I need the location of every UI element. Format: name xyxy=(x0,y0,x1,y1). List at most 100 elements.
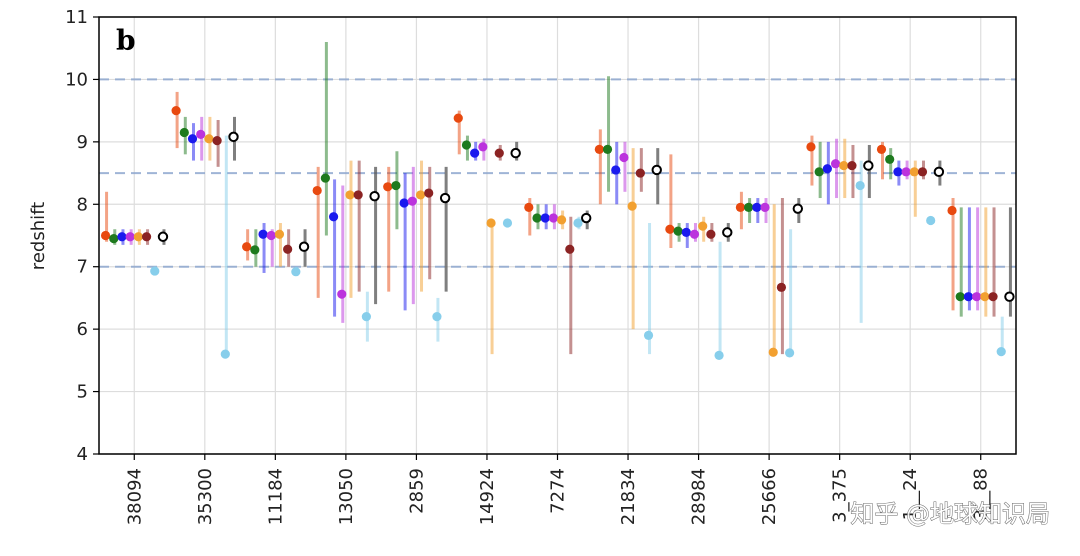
data-point xyxy=(806,142,816,152)
data-point xyxy=(822,164,832,174)
data-point xyxy=(470,148,480,158)
data-point xyxy=(328,212,339,222)
data-point xyxy=(494,148,504,158)
data-point xyxy=(220,349,230,359)
data-point xyxy=(665,224,675,234)
data-point xyxy=(125,232,135,242)
data-point xyxy=(157,231,169,242)
data-point xyxy=(291,267,301,277)
data-point xyxy=(706,229,716,239)
data-point xyxy=(681,227,691,237)
data-point xyxy=(557,215,567,225)
data-point xyxy=(228,131,239,143)
data-point xyxy=(204,134,214,144)
data-point xyxy=(581,212,592,224)
data-point xyxy=(627,201,637,211)
data-point xyxy=(619,152,629,163)
data-point xyxy=(439,192,451,204)
data-point xyxy=(885,154,895,164)
data-point xyxy=(345,190,355,200)
data-point xyxy=(399,198,409,208)
data-point xyxy=(814,167,824,177)
data-point xyxy=(312,185,322,196)
data-point xyxy=(863,160,874,171)
data-point xyxy=(150,266,160,276)
data-point xyxy=(242,242,252,252)
data-point xyxy=(298,241,310,252)
data-point xyxy=(361,312,371,322)
data-point xyxy=(391,180,401,191)
data-point xyxy=(955,292,965,302)
data-point xyxy=(830,159,841,169)
data-point xyxy=(698,221,708,231)
data-point xyxy=(573,218,583,228)
grid xyxy=(99,16,1016,455)
data-point xyxy=(117,232,127,242)
data-point xyxy=(643,330,654,340)
data-point xyxy=(893,167,903,177)
data-point xyxy=(133,232,143,242)
data-point xyxy=(689,229,700,239)
y-axis-ticks: 4 5 6 7 8 9 10 11 xyxy=(65,7,99,465)
x-tick-label: 3__88 xyxy=(971,468,992,520)
data-point xyxy=(776,282,787,292)
y-tick-label: 8 xyxy=(77,194,88,215)
data-point xyxy=(212,136,222,146)
data-point xyxy=(752,202,762,213)
data-point xyxy=(760,202,770,213)
data-point xyxy=(847,160,857,171)
x-tick-label: 21834 xyxy=(618,468,639,525)
data-point xyxy=(524,202,534,213)
data-point xyxy=(876,144,887,154)
data-point xyxy=(100,230,111,241)
data-point xyxy=(963,292,974,302)
data-point xyxy=(917,167,928,177)
x-tick-label: 2859 xyxy=(406,468,427,514)
data-point xyxy=(980,292,990,302)
x-tick-label: 13050 xyxy=(336,468,357,525)
y-tick-label: 7 xyxy=(77,257,88,278)
y-tick-label: 6 xyxy=(77,319,88,340)
x-tick-label: 11184 xyxy=(265,468,286,525)
data-points xyxy=(100,106,1015,360)
x-axis-ticks: 38094 35300 11184 13050 2859 14924 7274 21834 28… xyxy=(124,454,992,525)
data-point xyxy=(478,142,488,152)
y-tick-label: 4 xyxy=(77,444,88,465)
data-point xyxy=(594,144,604,154)
x-tick-label: 14924 xyxy=(477,468,498,525)
data-point xyxy=(453,113,463,123)
data-point xyxy=(486,218,496,228)
data-point xyxy=(250,245,260,255)
x-tick-label: 3_375 xyxy=(830,468,851,523)
x-tick-label: 7274 xyxy=(548,468,569,514)
y-axis-label: redshift xyxy=(28,202,49,270)
data-point xyxy=(933,166,945,178)
data-point xyxy=(337,289,347,299)
data-point xyxy=(792,203,804,214)
data-point xyxy=(996,347,1006,357)
data-point xyxy=(785,348,795,358)
data-point xyxy=(602,144,613,154)
data-point xyxy=(839,160,849,171)
data-point xyxy=(369,190,380,202)
data-point xyxy=(196,129,206,139)
data-point xyxy=(768,347,778,357)
data-point xyxy=(274,229,285,239)
data-point xyxy=(651,164,662,176)
data-point xyxy=(909,167,919,177)
data-point xyxy=(972,292,982,302)
data-point xyxy=(565,244,575,254)
data-point xyxy=(548,213,559,223)
error-bars xyxy=(105,41,1012,356)
data-point xyxy=(722,227,733,238)
data-point xyxy=(901,167,911,177)
data-point xyxy=(353,190,363,200)
watermark: 知乎 @地球知识局 xyxy=(850,500,1050,528)
data-point xyxy=(171,106,181,116)
data-point xyxy=(988,292,998,302)
data-point xyxy=(855,180,865,191)
data-point xyxy=(415,190,426,200)
data-point xyxy=(540,213,550,223)
y-tick-label: 5 xyxy=(77,382,88,403)
